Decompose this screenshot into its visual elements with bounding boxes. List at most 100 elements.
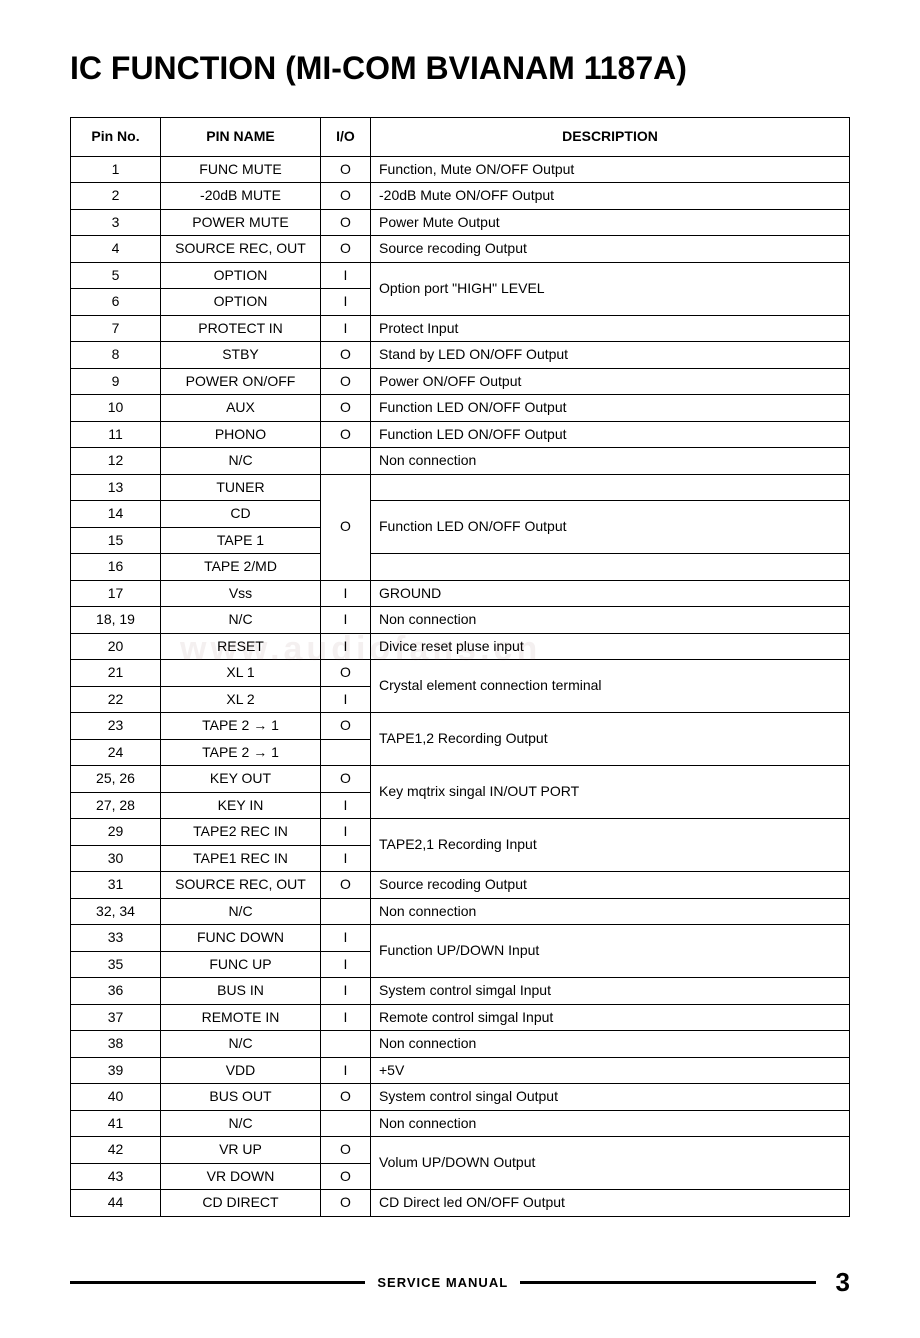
cell-pin: 41 bbox=[71, 1110, 161, 1137]
cell-pin-name: KEY OUT bbox=[161, 766, 321, 793]
cell-pin: 35 bbox=[71, 951, 161, 978]
cell-pin: 43 bbox=[71, 1163, 161, 1190]
cell-pin-name: N/C bbox=[161, 1110, 321, 1137]
cell-pin: 9 bbox=[71, 368, 161, 395]
cell-pin-name: POWER ON/OFF bbox=[161, 368, 321, 395]
cell-pin-name: FUNC MUTE bbox=[161, 156, 321, 183]
cell-description: Key mqtrix singal IN/OUT PORT bbox=[371, 766, 850, 819]
cell-pin-name: CD bbox=[161, 501, 321, 528]
cell-pin: 14 bbox=[71, 501, 161, 528]
cell-pin-name: TAPE 2 → 1 bbox=[161, 739, 321, 766]
cell-pin: 31 bbox=[71, 872, 161, 899]
cell-io: O bbox=[321, 660, 371, 687]
cell-description: TAPE1,2 Recording Output bbox=[371, 713, 850, 766]
cell-pin-name: SOURCE REC, OUT bbox=[161, 872, 321, 899]
cell-pin-name: FUNC UP bbox=[161, 951, 321, 978]
cell-description: Power ON/OFF Output bbox=[371, 368, 850, 395]
cell-pin-name: N/C bbox=[161, 607, 321, 634]
cell-pin: 8 bbox=[71, 342, 161, 369]
cell-description: Source recoding Output bbox=[371, 236, 850, 263]
table-row: 29TAPE2 REC INITAPE2,1 Recording Input bbox=[71, 819, 850, 846]
header-pin: Pin No. bbox=[71, 118, 161, 157]
cell-pin: 15 bbox=[71, 527, 161, 554]
cell-description: GROUND bbox=[371, 580, 850, 607]
table-row: 7PROTECT INIProtect Input bbox=[71, 315, 850, 342]
cell-description bbox=[371, 554, 850, 581]
cell-pin: 23 bbox=[71, 713, 161, 740]
table-row: 5OPTIONIOption port "HIGH" LEVEL bbox=[71, 262, 850, 289]
table-row: 38N/CNon connection bbox=[71, 1031, 850, 1058]
cell-io: O bbox=[321, 421, 371, 448]
cell-description: +5V bbox=[371, 1057, 850, 1084]
cell-io: O bbox=[321, 766, 371, 793]
table-row: 41N/CNon connection bbox=[71, 1110, 850, 1137]
cell-pin-name: TAPE 2/MD bbox=[161, 554, 321, 581]
cell-pin-name: REMOTE IN bbox=[161, 1004, 321, 1031]
cell-pin-name: STBY bbox=[161, 342, 321, 369]
cell-description: Function, Mute ON/OFF Output bbox=[371, 156, 850, 183]
cell-pin: 5 bbox=[71, 262, 161, 289]
table-row: 17VssIGROUND bbox=[71, 580, 850, 607]
cell-pin: 42 bbox=[71, 1137, 161, 1164]
cell-pin: 25, 26 bbox=[71, 766, 161, 793]
table-row: 3POWER MUTEOPower Mute Output bbox=[71, 209, 850, 236]
cell-description: Function LED ON/OFF Output bbox=[371, 501, 850, 554]
cell-description bbox=[371, 474, 850, 501]
cell-description: Function LED ON/OFF Output bbox=[371, 421, 850, 448]
cell-pin-name: OPTION bbox=[161, 262, 321, 289]
cell-description: Stand by LED ON/OFF Output bbox=[371, 342, 850, 369]
cell-io: O bbox=[321, 156, 371, 183]
table-row: 18, 19N/CINon connection bbox=[71, 607, 850, 634]
cell-pin: 1 bbox=[71, 156, 161, 183]
cell-io bbox=[321, 898, 371, 925]
cell-io: O bbox=[321, 1084, 371, 1111]
cell-pin: 24 bbox=[71, 739, 161, 766]
cell-io: I bbox=[321, 315, 371, 342]
cell-io: I bbox=[321, 289, 371, 316]
cell-description: Volum UP/DOWN Output bbox=[371, 1137, 850, 1190]
cell-pin-name: BUS OUT bbox=[161, 1084, 321, 1111]
cell-io: I bbox=[321, 925, 371, 952]
header-desc: DESCRIPTION bbox=[371, 118, 850, 157]
cell-pin: 29 bbox=[71, 819, 161, 846]
cell-pin-name: N/C bbox=[161, 1031, 321, 1058]
cell-pin-name: PROTECT IN bbox=[161, 315, 321, 342]
header-io: I/O bbox=[321, 118, 371, 157]
cell-io: O bbox=[321, 872, 371, 899]
cell-io bbox=[321, 739, 371, 766]
cell-pin: 36 bbox=[71, 978, 161, 1005]
cell-io: O bbox=[321, 474, 371, 580]
cell-pin-name: XL 2 bbox=[161, 686, 321, 713]
cell-pin-name: CD DIRECT bbox=[161, 1190, 321, 1217]
cell-pin-name: XL 1 bbox=[161, 660, 321, 687]
table-row: 21XL 1OCrystal element connection termin… bbox=[71, 660, 850, 687]
table-row: 4SOURCE REC, OUTOSource recoding Output bbox=[71, 236, 850, 263]
cell-pin: 11 bbox=[71, 421, 161, 448]
cell-pin: 2 bbox=[71, 183, 161, 210]
cell-io: O bbox=[321, 1137, 371, 1164]
cell-description: CD Direct led ON/OFF Output bbox=[371, 1190, 850, 1217]
cell-io bbox=[321, 1031, 371, 1058]
cell-pin: 17 bbox=[71, 580, 161, 607]
footer-rule-right bbox=[520, 1281, 815, 1284]
ic-pin-table: Pin No. PIN NAME I/O DESCRIPTION 1FUNC M… bbox=[70, 117, 850, 1217]
cell-io: I bbox=[321, 686, 371, 713]
table-row: 20RESETIDivice reset pluse input bbox=[71, 633, 850, 660]
table-row: 14CDFunction LED ON/OFF Output bbox=[71, 501, 850, 528]
table-row: 9POWER ON/OFFOPower ON/OFF Output bbox=[71, 368, 850, 395]
table-row: 32, 34N/CNon connection bbox=[71, 898, 850, 925]
table-row: 39VDDI+5V bbox=[71, 1057, 850, 1084]
cell-io: O bbox=[321, 713, 371, 740]
cell-pin: 3 bbox=[71, 209, 161, 236]
cell-pin-name: KEY IN bbox=[161, 792, 321, 819]
table-row: 16TAPE 2/MD bbox=[71, 554, 850, 581]
table-row: 37REMOTE INIRemote control simgal Input bbox=[71, 1004, 850, 1031]
cell-description: System control simgal Input bbox=[371, 978, 850, 1005]
cell-io: O bbox=[321, 1190, 371, 1217]
cell-io: O bbox=[321, 236, 371, 263]
cell-pin: 40 bbox=[71, 1084, 161, 1111]
cell-pin-name: VR UP bbox=[161, 1137, 321, 1164]
cell-pin-name: SOURCE REC, OUT bbox=[161, 236, 321, 263]
table-row: 31SOURCE REC, OUTOSource recoding Output bbox=[71, 872, 850, 899]
cell-io: I bbox=[321, 978, 371, 1005]
